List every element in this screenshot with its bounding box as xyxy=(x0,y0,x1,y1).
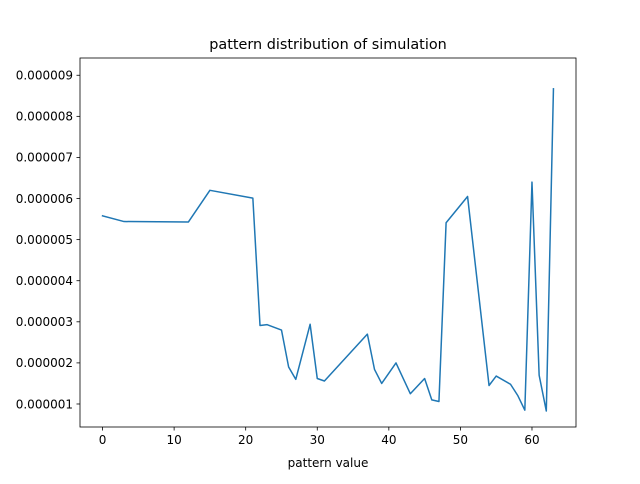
x-axis-label: pattern value xyxy=(288,456,369,470)
x-tick-label: 40 xyxy=(381,433,396,447)
x-tick-label: 30 xyxy=(310,433,325,447)
series-line-1 xyxy=(101,88,555,412)
y-tick-label: 0.000003 xyxy=(16,315,73,329)
plot-area xyxy=(79,57,577,428)
x-tick-label: 0 xyxy=(99,433,107,447)
y-tick-label: 0.000009 xyxy=(16,69,73,83)
x-tick-label: 60 xyxy=(524,433,539,447)
y-tick-label: 0.000007 xyxy=(16,151,73,165)
x-tick-label: 50 xyxy=(453,433,468,447)
chart-title: pattern distribution of simulation xyxy=(209,37,447,53)
y-axis: 0.000001 0.000002 0.000003 0.000004 0.000005… xyxy=(16,69,80,411)
y-tick-label: 0.000001 xyxy=(16,397,73,411)
y-tick-label: 0.000006 xyxy=(16,192,73,206)
x-tick-label: 20 xyxy=(238,433,253,447)
x-tick-label: 10 xyxy=(166,433,181,447)
y-tick-label: 0.000005 xyxy=(16,233,73,247)
x-axis: 0 10 20 30 40 50 60 xyxy=(99,427,540,447)
y-tick-label: 0.000002 xyxy=(16,356,73,370)
axes-frame xyxy=(79,57,577,428)
y-tick-label: 0.000004 xyxy=(16,274,73,288)
y-tick-label: 0.000008 xyxy=(16,110,73,124)
